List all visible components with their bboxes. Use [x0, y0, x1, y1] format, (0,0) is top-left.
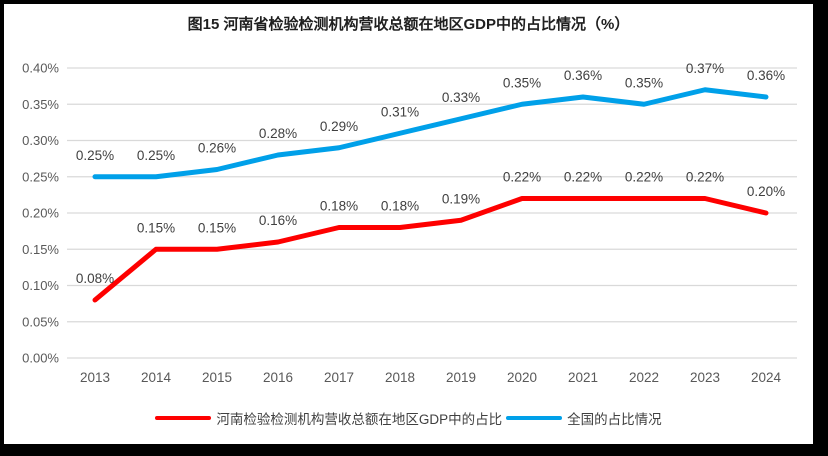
- y-tick-label: 0.30%: [22, 133, 59, 148]
- y-tick-label: 0.05%: [22, 314, 59, 329]
- data-label: 0.15%: [137, 220, 175, 235]
- legend-label: 全国的占比情况: [567, 412, 662, 427]
- y-tick-label: 0.25%: [22, 169, 59, 184]
- chart-title: 图15 河南省检验检测机构营收总额在地区GDP中的占比情况（%）: [187, 16, 630, 33]
- data-label: 0.22%: [564, 170, 602, 185]
- data-label: 0.20%: [747, 184, 785, 199]
- data-label: 0.22%: [503, 170, 541, 185]
- y-tick-label: 0.35%: [22, 97, 59, 112]
- series-line: [92, 87, 769, 180]
- x-tick-label: 2014: [141, 370, 172, 385]
- data-label: 0.08%: [76, 271, 114, 286]
- y-tick-label: 0.40%: [22, 61, 59, 76]
- data-label: 0.36%: [564, 68, 602, 83]
- y-tick-label: 0.10%: [22, 278, 59, 293]
- legend-line-swatch: [155, 415, 212, 421]
- data-label: 0.26%: [198, 141, 236, 156]
- y-tick-label: 0.20%: [22, 206, 59, 221]
- data-label: 0.22%: [686, 170, 724, 185]
- data-label: 0.37%: [686, 61, 724, 76]
- x-tick-label: 2018: [385, 370, 415, 385]
- x-tick-label: 2020: [507, 370, 537, 385]
- legend-label: 河南检验检测机构营收总额在地区GDP中的占比: [216, 412, 503, 427]
- y-tick-label: 0.15%: [22, 242, 59, 257]
- data-label: 0.28%: [259, 126, 297, 141]
- data-label: 0.36%: [747, 68, 785, 83]
- data-label: 0.35%: [503, 75, 541, 90]
- data-label: 0.33%: [442, 90, 480, 105]
- legend-item: 河南检验检测机构营收总额在地区GDP中的占比: [155, 408, 502, 428]
- data-label: 0.25%: [137, 148, 175, 163]
- data-label: 0.22%: [625, 170, 663, 185]
- data-label: 0.18%: [320, 199, 358, 214]
- data-label: 0.18%: [381, 199, 419, 214]
- data-label: 0.15%: [198, 220, 236, 235]
- y-tick-label: 0.00%: [22, 351, 59, 366]
- x-tick-label: 2015: [202, 370, 232, 385]
- data-label: 0.31%: [381, 104, 419, 119]
- data-label: 0.29%: [320, 119, 358, 134]
- data-label: 0.19%: [442, 191, 480, 206]
- data-label: 0.25%: [76, 148, 114, 163]
- legend-line-swatch: [506, 415, 563, 421]
- data-label: 0.35%: [625, 75, 663, 90]
- x-tick-label: 2017: [324, 370, 354, 385]
- x-tick-label: 2019: [446, 370, 476, 385]
- chart-legend: 河南检验检测机构营收总额在地区GDP中的占比 全国的占比情况: [4, 408, 813, 428]
- x-tick-label: 2024: [751, 370, 782, 385]
- legend-item: 全国的占比情况: [506, 408, 662, 428]
- series-line: [92, 196, 769, 303]
- x-tick-label: 2016: [263, 370, 293, 385]
- line-chart: 0.00% 0.05% 0.10% 0.15% 0.20% 0.25% 0.30% 0.35%…: [22, 61, 797, 385]
- x-tick-label: 2021: [568, 370, 598, 385]
- x-tick-label: 2023: [690, 370, 720, 385]
- data-label: 0.16%: [259, 213, 297, 228]
- x-tick-label: 2013: [80, 370, 110, 385]
- x-tick-label: 2022: [629, 370, 659, 385]
